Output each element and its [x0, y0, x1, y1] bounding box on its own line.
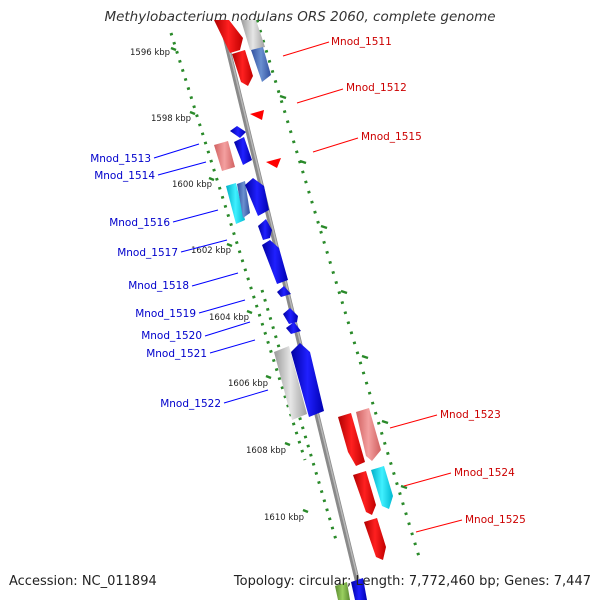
- gene-label[interactable]: Mnod_1525: [465, 514, 526, 526]
- map-title: Methylobacterium nodulans ORS 2060, comp…: [104, 9, 496, 25]
- scale-label: 1610 kbp: [264, 513, 304, 523]
- gene-arrow[interactable]: [241, 20, 265, 50]
- gene-label[interactable]: Mnod_1520: [141, 330, 202, 342]
- gene-label[interactable]: Mnod_1523: [440, 409, 501, 421]
- gene-arrow[interactable]: [353, 471, 376, 515]
- gene-label[interactable]: Mnod_1517: [117, 247, 178, 259]
- gene-arrow[interactable]: [258, 219, 272, 240]
- gene-label[interactable]: Mnod_1511: [331, 36, 392, 48]
- gene-arrow[interactable]: [237, 181, 250, 218]
- gene-arrow[interactable]: [274, 346, 307, 420]
- gene-arrow[interactable]: [230, 126, 246, 138]
- gene-arrow[interactable]: [232, 50, 253, 86]
- scale-label: 1604 kbp: [209, 313, 249, 323]
- gene-arrow[interactable]: [226, 183, 245, 224]
- gene-arrow[interactable]: [214, 20, 243, 53]
- gene-label[interactable]: Mnod_1524: [454, 467, 515, 479]
- scale-label: 1596 kbp: [130, 48, 170, 58]
- gene-arrow[interactable]: [277, 286, 291, 297]
- scale-label: 1600 kbp: [172, 180, 212, 190]
- gene-label[interactable]: Mnod_1516: [109, 217, 170, 229]
- gene-arrow[interactable]: [283, 308, 298, 324]
- gene-label[interactable]: Mnod_1518: [128, 280, 189, 292]
- scale-label: 1606 kbp: [228, 379, 268, 389]
- gene-arrow[interactable]: [364, 518, 386, 560]
- gene-arrow[interactable]: [245, 178, 269, 216]
- gene-arrow[interactable]: [338, 413, 365, 466]
- gene-arrow[interactable]: [262, 240, 288, 284]
- gene-label[interactable]: Mnod_1521: [146, 348, 207, 360]
- gene-label[interactable]: Mnod_1519: [135, 308, 196, 320]
- gene-arrow[interactable]: [286, 322, 301, 334]
- gene-arrow[interactable]: [234, 137, 252, 165]
- scale-label: 1598 kbp: [151, 114, 191, 124]
- reverse-strand-features: [214, 126, 367, 600]
- gene-arrow[interactable]: [251, 47, 271, 82]
- forward-strand-features: [214, 20, 393, 560]
- scale-ticks-outer: [279, 94, 408, 490]
- gene-label[interactable]: Mnod_1522: [160, 398, 221, 410]
- gene-arrow[interactable]: [250, 110, 264, 120]
- gene-arrow[interactable]: [214, 141, 235, 171]
- accession-text: Accession: NC_011894: [9, 574, 157, 589]
- scale-ticks-inner: [170, 46, 309, 514]
- scale-label: 1602 kbp: [191, 246, 231, 256]
- gene-arrow[interactable]: [335, 582, 350, 600]
- gene-arrow[interactable]: [291, 343, 324, 417]
- reverse-label-lines: [153, 143, 269, 404]
- gene-label[interactable]: Mnod_1512: [346, 82, 407, 94]
- gene-arrow[interactable]: [371, 466, 393, 509]
- gene-arrow[interactable]: [351, 578, 367, 600]
- scale-track-inner: [169, 32, 338, 541]
- gene-label[interactable]: Mnod_1513: [90, 153, 151, 165]
- gene-label[interactable]: Mnod_1514: [94, 170, 155, 182]
- scale-label: 1608 kbp: [246, 446, 286, 456]
- gene-label[interactable]: Mnod_1515: [361, 131, 422, 143]
- genome-info-text: Topology: circular; Length: 7,772,460 bp…: [233, 574, 591, 589]
- forward-label-lines: [282, 41, 463, 533]
- gene-arrow[interactable]: [356, 408, 381, 461]
- gene-arrow[interactable]: [266, 158, 281, 168]
